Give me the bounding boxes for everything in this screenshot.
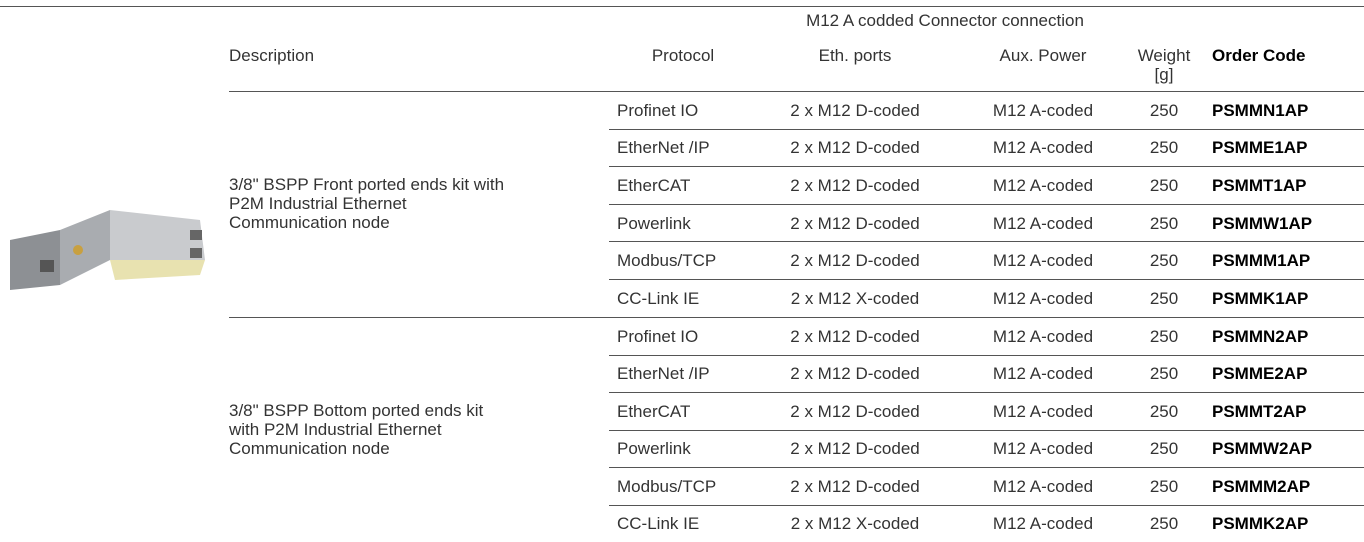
order-code: PSMMN2AP	[1212, 327, 1309, 346]
weight: 250	[1149, 477, 1179, 496]
rule	[609, 430, 1364, 431]
weight: 250	[1149, 514, 1179, 533]
product-image	[10, 210, 205, 290]
weight: 250	[1149, 101, 1179, 120]
weight: 250	[1149, 176, 1179, 195]
order-code: PSMMW2AP	[1212, 439, 1313, 458]
aux-power: M12 A-coded	[992, 214, 1094, 233]
eth-ports: 2 x M12 X-coded	[790, 514, 920, 533]
description: Communication node	[229, 212, 390, 232]
description: Communication node	[229, 438, 390, 458]
aux-power: M12 A-coded	[992, 176, 1094, 195]
aux-power: M12 A-coded	[992, 364, 1094, 383]
rule	[229, 317, 1364, 318]
aux-power: M12 A-coded	[992, 477, 1094, 496]
description: P2M Industrial Ethernet	[229, 193, 407, 213]
rule	[609, 241, 1364, 242]
column-header: Eth. ports	[818, 46, 892, 65]
protocol: EtherCAT	[617, 402, 691, 421]
eth-ports: 2 x M12 D-coded	[790, 327, 920, 346]
order-code: PSMMK2AP	[1212, 514, 1309, 533]
rule	[609, 166, 1364, 167]
description: with P2M Industrial Ethernet	[229, 419, 442, 439]
order-code: PSMMM1AP	[1212, 251, 1311, 270]
weight: 250	[1149, 364, 1179, 383]
protocol: Modbus/TCP	[617, 477, 717, 496]
rule	[609, 392, 1364, 393]
weight: 250	[1149, 138, 1179, 157]
description: 3/8" BSPP Front ported ends kit with	[229, 174, 505, 194]
column-header: Description	[229, 46, 315, 65]
protocol: Profinet IO	[617, 101, 699, 120]
order-code: PSMME1AP	[1212, 138, 1308, 157]
aux-power: M12 A-coded	[992, 289, 1094, 308]
aux-power: M12 A-coded	[992, 327, 1094, 346]
aux-power: M12 A-coded	[992, 514, 1094, 533]
top-rule	[0, 6, 1364, 7]
aux-power: M12 A-coded	[992, 101, 1094, 120]
order-code: PSMMW1AP	[1212, 214, 1313, 233]
eth-ports: 2 x M12 D-coded	[790, 364, 920, 383]
order-code: PSMMT1AP	[1212, 176, 1307, 195]
protocol: Profinet IO	[617, 327, 699, 346]
rule	[229, 91, 1364, 92]
eth-ports: 2 x M12 D-coded	[790, 138, 920, 157]
weight: 250	[1149, 251, 1179, 270]
column-header: Protocol	[651, 46, 715, 65]
weight: 250	[1149, 214, 1179, 233]
rule	[609, 467, 1364, 468]
eth-ports: 2 x M12 X-coded	[790, 289, 920, 308]
eth-ports: 2 x M12 D-coded	[790, 214, 920, 233]
weight: 250	[1149, 439, 1179, 458]
column-header: Weight [g]	[1137, 46, 1191, 84]
column-header: Order Code	[1212, 46, 1306, 65]
aux-power: M12 A-coded	[992, 251, 1094, 270]
description: 3/8" BSPP Bottom ported ends kit	[229, 400, 484, 420]
protocol: Powerlink	[617, 214, 691, 233]
rule	[609, 505, 1364, 506]
rule	[609, 355, 1364, 356]
weight: 250	[1149, 289, 1179, 308]
eth-ports: 2 x M12 D-coded	[790, 477, 920, 496]
aux-power: M12 A-coded	[992, 402, 1094, 421]
eth-ports: 2 x M12 D-coded	[790, 101, 920, 120]
protocol: CC-Link IE	[617, 289, 700, 308]
column-header: Aux. Power	[999, 46, 1087, 65]
order-code: PSMMK1AP	[1212, 289, 1309, 308]
rule	[609, 129, 1364, 130]
protocol: Modbus/TCP	[617, 251, 717, 270]
rule	[609, 204, 1364, 205]
protocol: CC-Link IE	[617, 514, 700, 533]
eth-ports: 2 x M12 D-coded	[790, 402, 920, 421]
aux-power: M12 A-coded	[992, 138, 1094, 157]
order-code: PSMMN1AP	[1212, 101, 1309, 120]
order-code: PSMMM2AP	[1212, 477, 1311, 496]
protocol: EtherNet /IP	[617, 138, 710, 157]
aux-power: M12 A-coded	[992, 439, 1094, 458]
group-title: M12 A codded Connector connection	[806, 11, 1084, 30]
order-code: PSMMT2AP	[1212, 402, 1307, 421]
weight: 250	[1149, 402, 1179, 421]
weight: 250	[1149, 327, 1179, 346]
protocol: EtherCAT	[617, 176, 691, 195]
order-code: PSMME2AP	[1212, 364, 1308, 383]
protocol: EtherNet /IP	[617, 364, 710, 383]
eth-ports: 2 x M12 D-coded	[790, 439, 920, 458]
protocol: Powerlink	[617, 439, 691, 458]
eth-ports: 2 x M12 D-coded	[790, 251, 920, 270]
rule	[609, 279, 1364, 280]
eth-ports: 2 x M12 D-coded	[790, 176, 920, 195]
